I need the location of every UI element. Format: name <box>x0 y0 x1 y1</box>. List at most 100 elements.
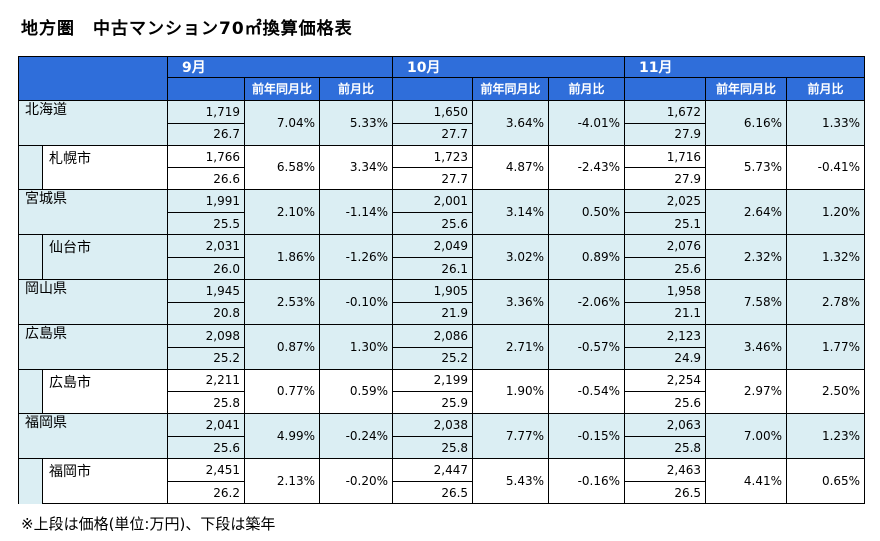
yoy-cell: 3.46% <box>706 324 787 369</box>
age-cell: 25.9 <box>393 392 473 414</box>
region-name: 岡山県 <box>19 279 168 324</box>
indent-spacer <box>19 235 43 280</box>
age-cell: 25.6 <box>168 437 245 459</box>
yoy-header: 前年同月比 <box>473 77 549 100</box>
price-cell: 2,463 <box>625 459 706 482</box>
table-row: 宮城県 1,991 2.10% -1.14% 2,001 3.14% 0.50% 2,025 2… <box>19 190 865 213</box>
price-cell: 1,991 <box>168 190 245 213</box>
yoy-cell: 0.77% <box>245 369 320 414</box>
price-cell: 2,086 <box>393 324 473 347</box>
yoy-cell: 7.77% <box>473 414 549 459</box>
price-cell: 2,025 <box>625 190 706 213</box>
yoy-cell: 3.14% <box>473 190 549 235</box>
age-cell: 25.2 <box>393 347 473 369</box>
mom-cell: 0.65% <box>787 459 865 504</box>
price-cell: 2,211 <box>168 369 245 392</box>
price-cell: 1,650 <box>393 100 473 123</box>
mom-cell: 1.33% <box>787 100 865 145</box>
mom-cell: -1.26% <box>320 235 393 280</box>
mom-cell: 2.78% <box>787 279 865 324</box>
yoy-cell: 7.58% <box>706 279 787 324</box>
age-cell: 25.6 <box>393 213 473 235</box>
age-cell: 25.6 <box>625 258 706 280</box>
month-header: 10月 <box>393 57 625 78</box>
price-cell: 1,905 <box>393 279 473 302</box>
yoy-cell: 6.58% <box>245 145 320 190</box>
mom-cell: -2.06% <box>549 279 625 324</box>
footnote: ※上段は価格(単位:万円)、下段は築年 <box>21 513 275 534</box>
yoy-cell: 5.73% <box>706 145 787 190</box>
yoy-header: 前年同月比 <box>245 77 320 100</box>
region-name: 福岡市 <box>43 459 168 504</box>
age-cell: 27.9 <box>625 168 706 190</box>
price-cell: 1,945 <box>168 279 245 302</box>
age-cell: 25.1 <box>625 213 706 235</box>
price-cell: 2,038 <box>393 414 473 437</box>
yoy-cell: 2.10% <box>245 190 320 235</box>
mom-cell: 2.50% <box>787 369 865 414</box>
age-cell: 25.6 <box>625 392 706 414</box>
age-cell: 26.5 <box>625 482 706 504</box>
price-cell: 2,098 <box>168 324 245 347</box>
age-cell: 26.0 <box>168 258 245 280</box>
region-name: 広島県 <box>19 324 168 369</box>
mom-cell: -0.24% <box>320 414 393 459</box>
age-cell: 26.5 <box>393 482 473 504</box>
age-cell: 25.8 <box>168 392 245 414</box>
mom-cell: 1.20% <box>787 190 865 235</box>
age-cell: 26.7 <box>168 123 245 145</box>
price-cell: 1,766 <box>168 145 245 168</box>
mom-cell: -0.41% <box>787 145 865 190</box>
price-cell: 2,076 <box>625 235 706 258</box>
yoy-header: 前年同月比 <box>706 77 787 100</box>
age-cell: 20.8 <box>168 302 245 324</box>
yoy-cell: 0.87% <box>245 324 320 369</box>
mom-cell: -0.57% <box>549 324 625 369</box>
header-corner <box>19 57 168 101</box>
age-cell: 21.9 <box>393 302 473 324</box>
price-cell: 2,451 <box>168 459 245 482</box>
yoy-cell: 7.04% <box>245 100 320 145</box>
yoy-cell: 2.97% <box>706 369 787 414</box>
yoy-cell: 6.16% <box>706 100 787 145</box>
mom-cell: -0.10% <box>320 279 393 324</box>
yoy-cell: 2.53% <box>245 279 320 324</box>
yoy-cell: 4.41% <box>706 459 787 504</box>
mom-cell: -0.54% <box>549 369 625 414</box>
mom-header: 前月比 <box>787 77 865 100</box>
table-row: 福岡市 2,451 2.13% -0.20% 2,447 5.43% -0.16% 2,463… <box>19 459 865 482</box>
region-name: 福岡県 <box>19 414 168 459</box>
price-cell: 1,719 <box>168 100 245 123</box>
age-cell: 21.1 <box>625 302 706 324</box>
mom-cell: 0.59% <box>320 369 393 414</box>
price-cell: 1,723 <box>393 145 473 168</box>
table-row: 北海道 1,719 7.04% 5.33% 1,650 3.64% -4.01% 1,672 6… <box>19 100 865 123</box>
age-cell: 25.8 <box>625 437 706 459</box>
yoy-cell: 2.71% <box>473 324 549 369</box>
age-cell: 24.9 <box>625 347 706 369</box>
age-cell: 25.8 <box>393 437 473 459</box>
table-row: 岡山県 1,945 2.53% -0.10% 1,905 3.36% -2.06% 1,958… <box>19 279 865 302</box>
yoy-cell: 4.99% <box>245 414 320 459</box>
yoy-cell: 7.00% <box>706 414 787 459</box>
yoy-cell: 2.32% <box>706 235 787 280</box>
subhead-blank <box>393 77 473 100</box>
indent-spacer <box>19 459 43 504</box>
region-name: 広島市 <box>43 369 168 414</box>
age-cell: 27.7 <box>393 168 473 190</box>
age-cell: 25.2 <box>168 347 245 369</box>
table-row: 仙台市 2,031 1.86% -1.26% 2,049 3.02% 0.89% 2,076 2… <box>19 235 865 258</box>
subhead-blank <box>168 77 245 100</box>
mom-cell: -0.16% <box>549 459 625 504</box>
mom-cell: -4.01% <box>549 100 625 145</box>
region-name: 北海道 <box>19 100 168 145</box>
yoy-cell: 3.36% <box>473 279 549 324</box>
price-cell: 1,672 <box>625 100 706 123</box>
price-cell: 2,031 <box>168 235 245 258</box>
mom-cell: 3.34% <box>320 145 393 190</box>
indent-spacer <box>19 145 43 190</box>
region-name: 札幌市 <box>43 145 168 190</box>
price-cell: 2,123 <box>625 324 706 347</box>
table-row: 広島市 2,211 0.77% 0.59% 2,199 1.90% -0.54% 2,254 2… <box>19 369 865 392</box>
mom-header: 前月比 <box>549 77 625 100</box>
